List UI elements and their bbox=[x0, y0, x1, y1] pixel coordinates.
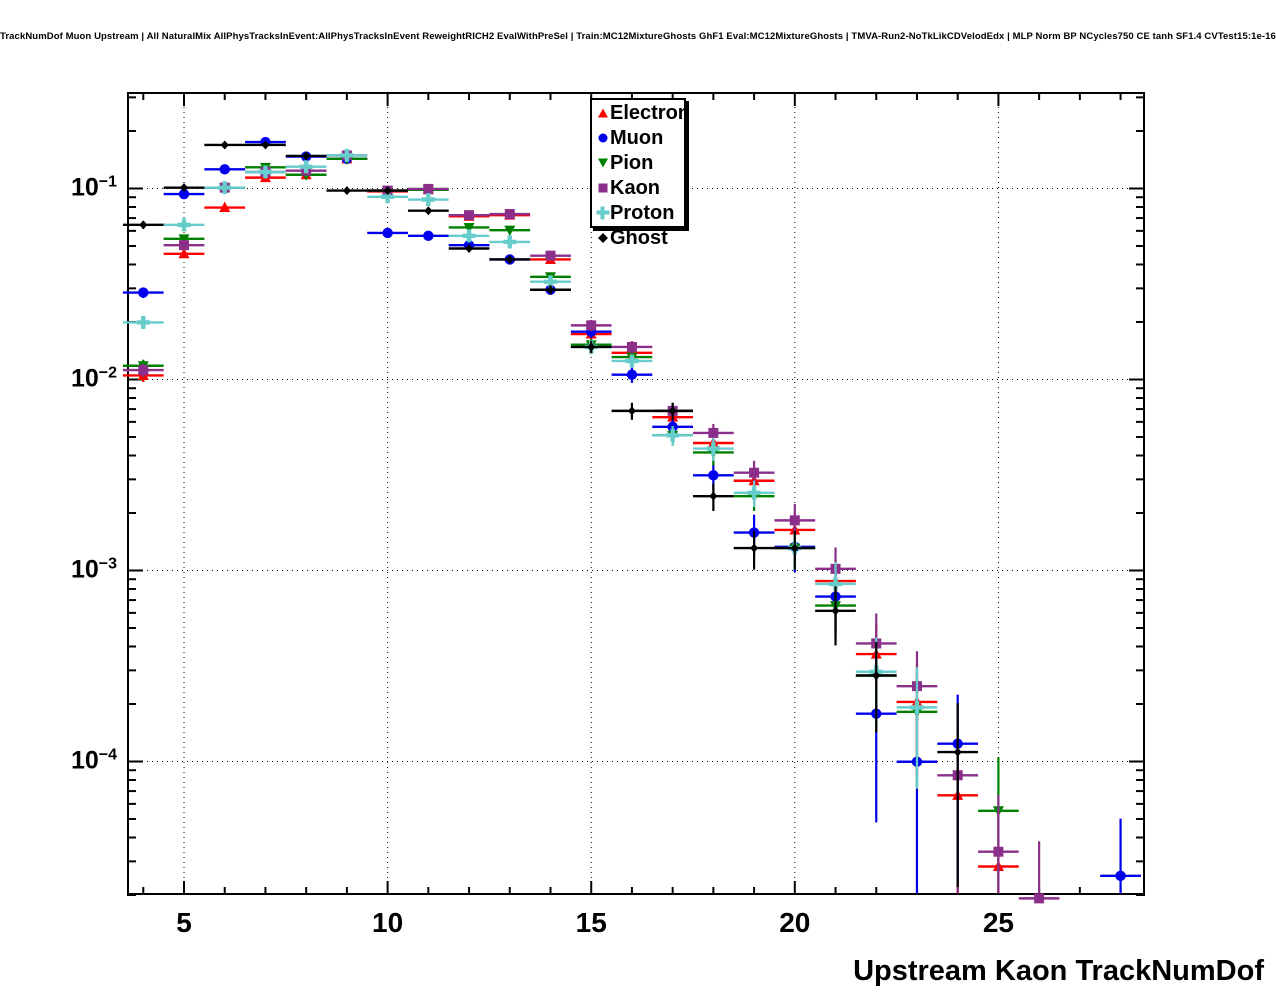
legend-label: Pion bbox=[610, 151, 654, 174]
x-tick-label: 15 bbox=[575, 907, 607, 938]
legend-item-pion: Pion bbox=[592, 150, 684, 175]
triangle-down-icon bbox=[595, 154, 610, 172]
legend-label: Muon bbox=[610, 126, 664, 149]
legend-label: Electron bbox=[610, 101, 691, 124]
diamond-icon bbox=[595, 229, 610, 247]
chart-legend: Electron Muon Pion Kaon Proton Ghost bbox=[590, 98, 690, 248]
legend-label: Kaon bbox=[610, 176, 660, 199]
cross-icon bbox=[595, 204, 610, 222]
page-title: TrackNumDof Muon Upstream | All NaturalM… bbox=[0, 31, 1276, 42]
x-tick-label: 20 bbox=[779, 907, 811, 938]
legend-item-electron: Electron bbox=[592, 100, 690, 125]
legend-label: Ghost bbox=[610, 226, 668, 249]
y-tick-label: 10−1 bbox=[70, 173, 117, 203]
x-tick-label: 5 bbox=[176, 907, 192, 938]
x-axis-title: Upstream Kaon TrackNumDof bbox=[853, 955, 1264, 987]
legend-item-kaon: Kaon bbox=[592, 175, 684, 200]
circle-icon bbox=[595, 129, 610, 147]
x-tick-label: 10 bbox=[372, 907, 404, 938]
square-icon bbox=[595, 179, 610, 197]
y-tick-label: 10−4 bbox=[70, 746, 117, 776]
legend-item-proton: Proton bbox=[592, 200, 684, 225]
legend-item-ghost: Ghost bbox=[592, 225, 684, 250]
legend-item-muon: Muon bbox=[592, 125, 684, 150]
y-tick-label: 10−3 bbox=[70, 555, 117, 585]
legend-label: Proton bbox=[610, 201, 675, 224]
triangle-up-icon bbox=[595, 104, 610, 122]
x-tick-label: 25 bbox=[982, 907, 1014, 938]
y-tick-label: 10−2 bbox=[70, 364, 117, 394]
